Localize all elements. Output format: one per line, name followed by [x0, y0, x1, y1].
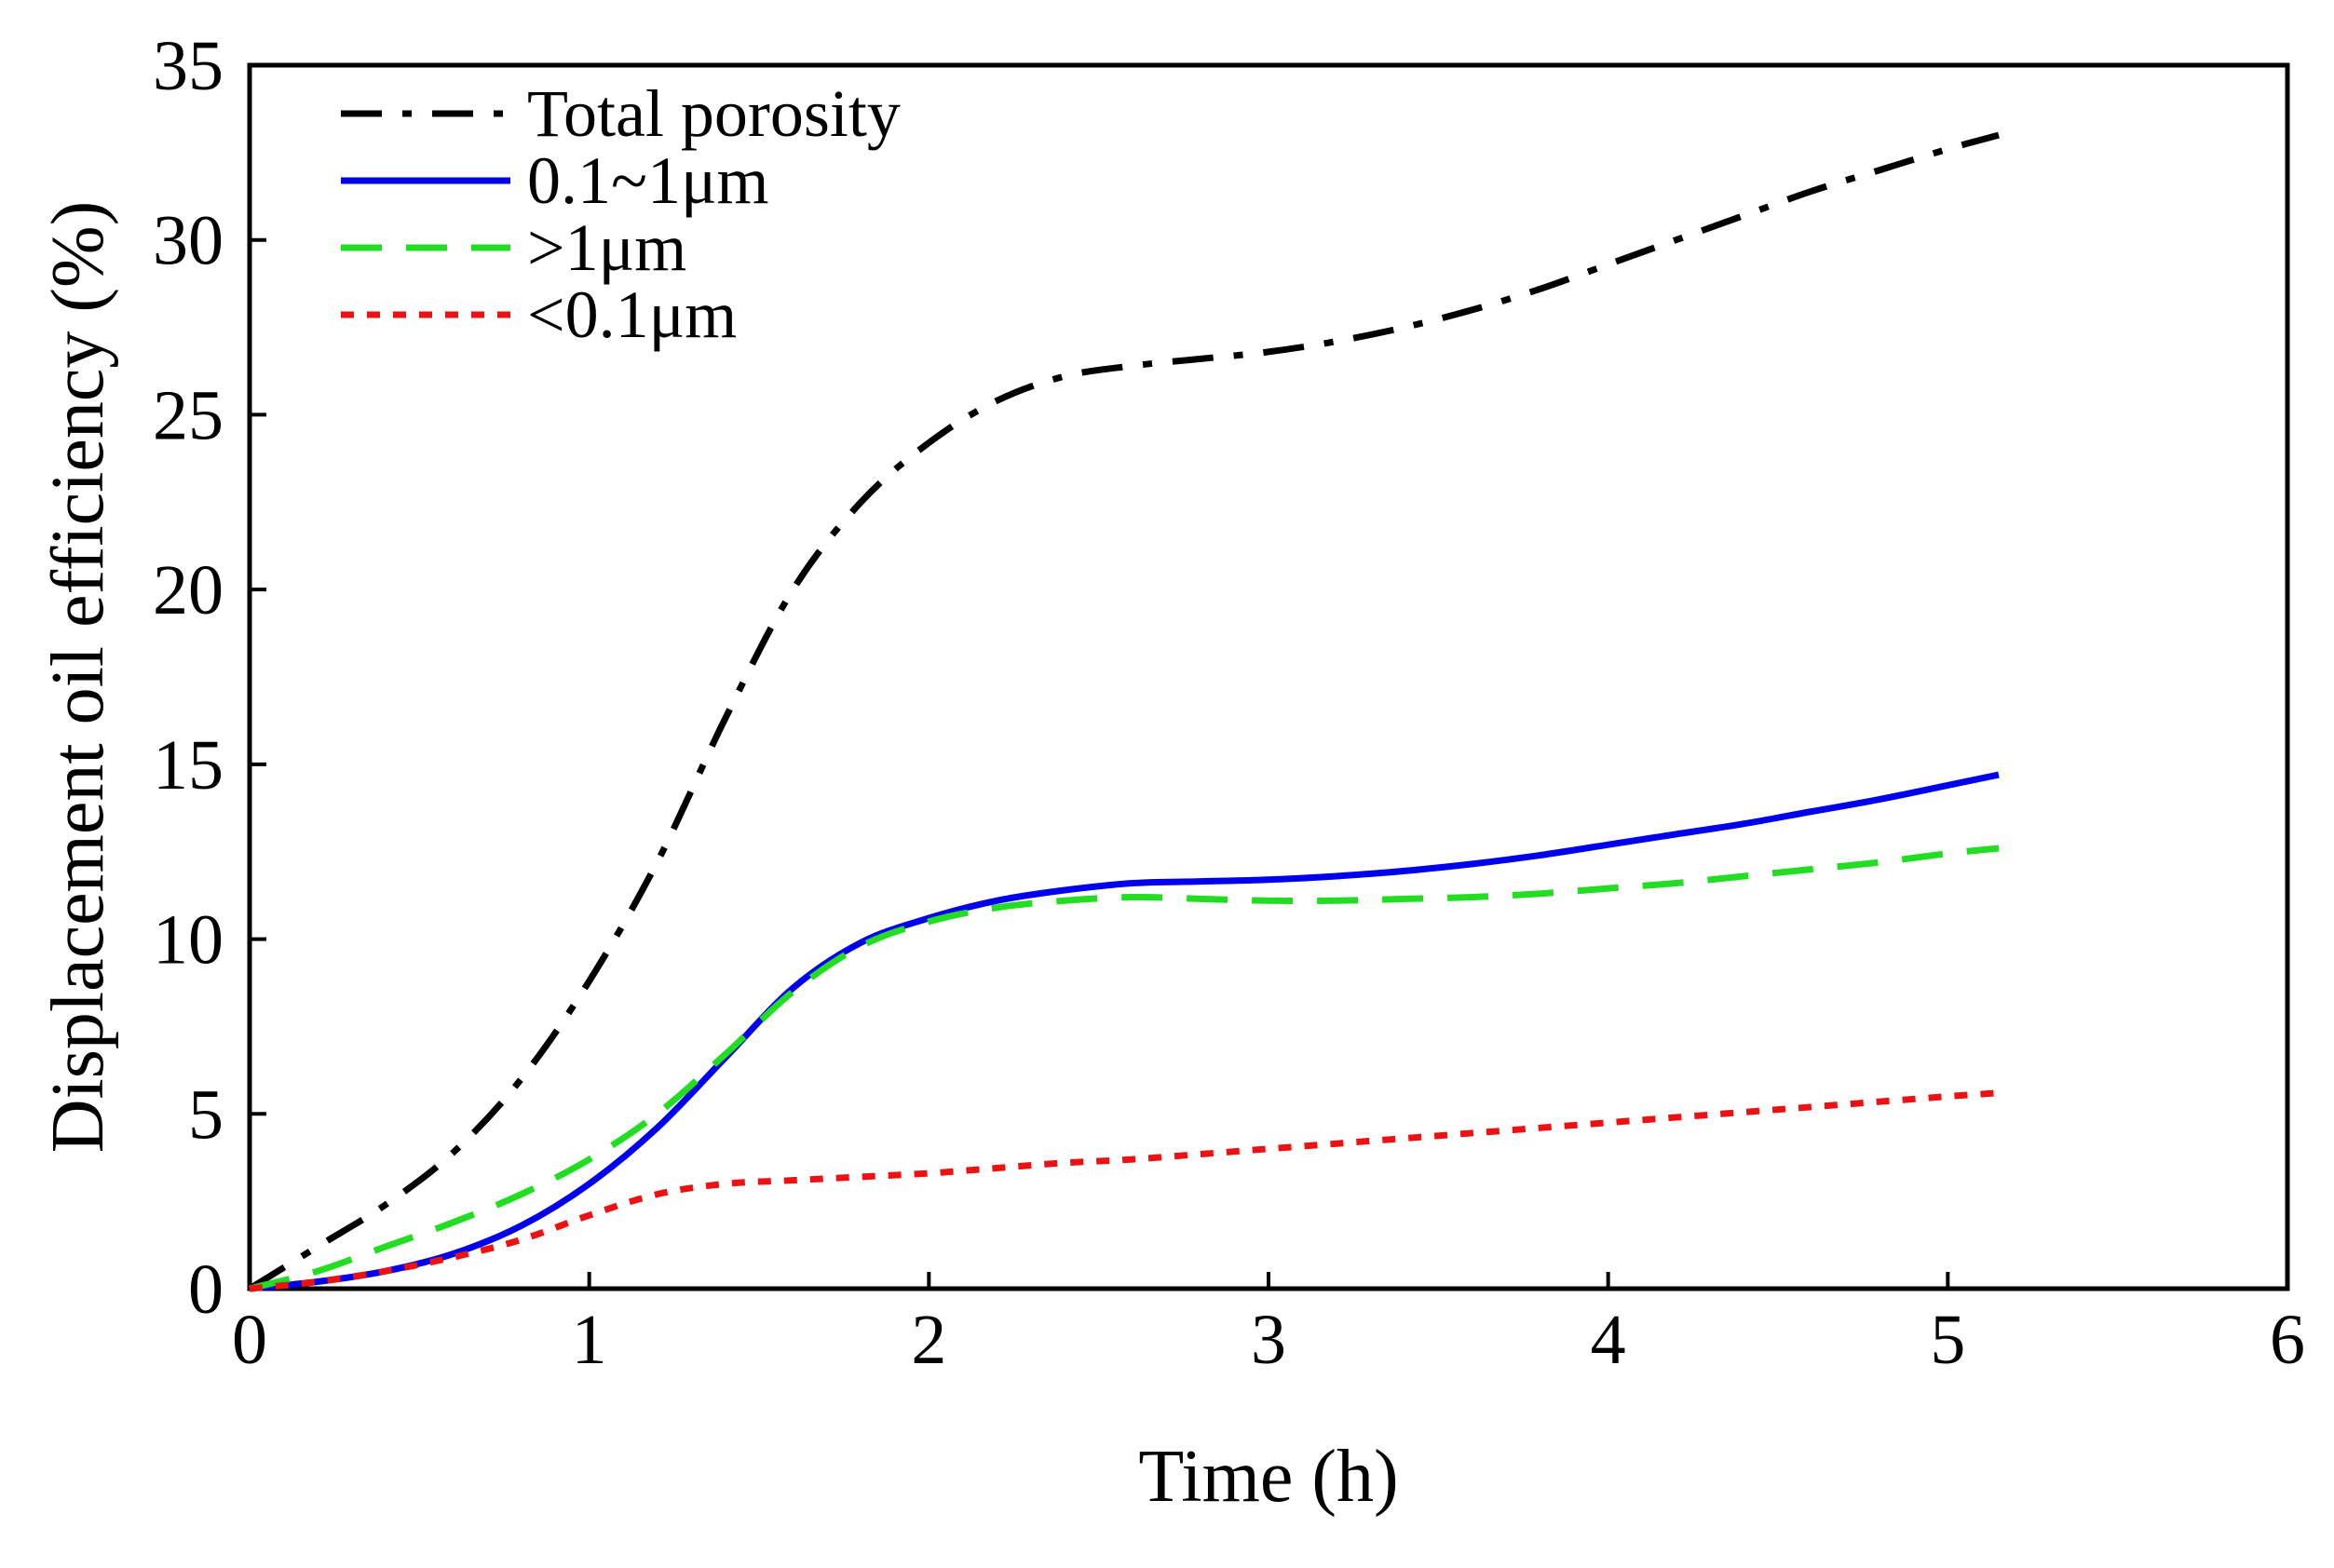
y-tick-label: 5	[188, 1075, 224, 1154]
y-tick-label: 35	[153, 27, 224, 105]
series-line-total-porosity	[248, 131, 2000, 1291]
x-tick-label: 0	[232, 1301, 267, 1379]
y-tick-label: 20	[153, 551, 224, 629]
y-tick-label: 0	[188, 1250, 224, 1329]
y-tick-label: 10	[153, 901, 224, 980]
series-line-0-1-1-m	[249, 771, 2000, 1292]
legend-label: <0.1μm	[527, 277, 737, 352]
x-tick-label: 4	[1591, 1301, 1626, 1379]
x-tick-label: 2	[911, 1301, 946, 1379]
y-tick-label: 30	[153, 202, 224, 280]
y-axis-ticks: 0 5 10 15 20 25 30 35	[153, 27, 266, 1329]
x-axis-title: Time (h)	[1138, 1436, 1398, 1518]
series-layer	[248, 131, 2000, 1292]
x-axis-ticks: 0 1 2 3 4 5 6	[232, 1272, 2305, 1379]
y-axis-title: Displacement oil efficiency (%)	[37, 201, 119, 1154]
y-tick-label: 15	[153, 726, 224, 804]
x-tick-label: 1	[572, 1301, 607, 1379]
legend-label: 0.1~1μm	[527, 143, 769, 218]
x-tick-label: 6	[2270, 1301, 2305, 1379]
series-line-1-m	[249, 845, 2000, 1292]
y-tick-label: 25	[153, 376, 224, 454]
x-tick-label: 5	[1930, 1301, 1965, 1379]
x-tick-label: 3	[1251, 1301, 1286, 1379]
legend-label: >1μm	[527, 210, 686, 285]
series-line-0-1-m	[249, 1089, 2000, 1292]
legend-label: Total porosity	[527, 76, 901, 151]
